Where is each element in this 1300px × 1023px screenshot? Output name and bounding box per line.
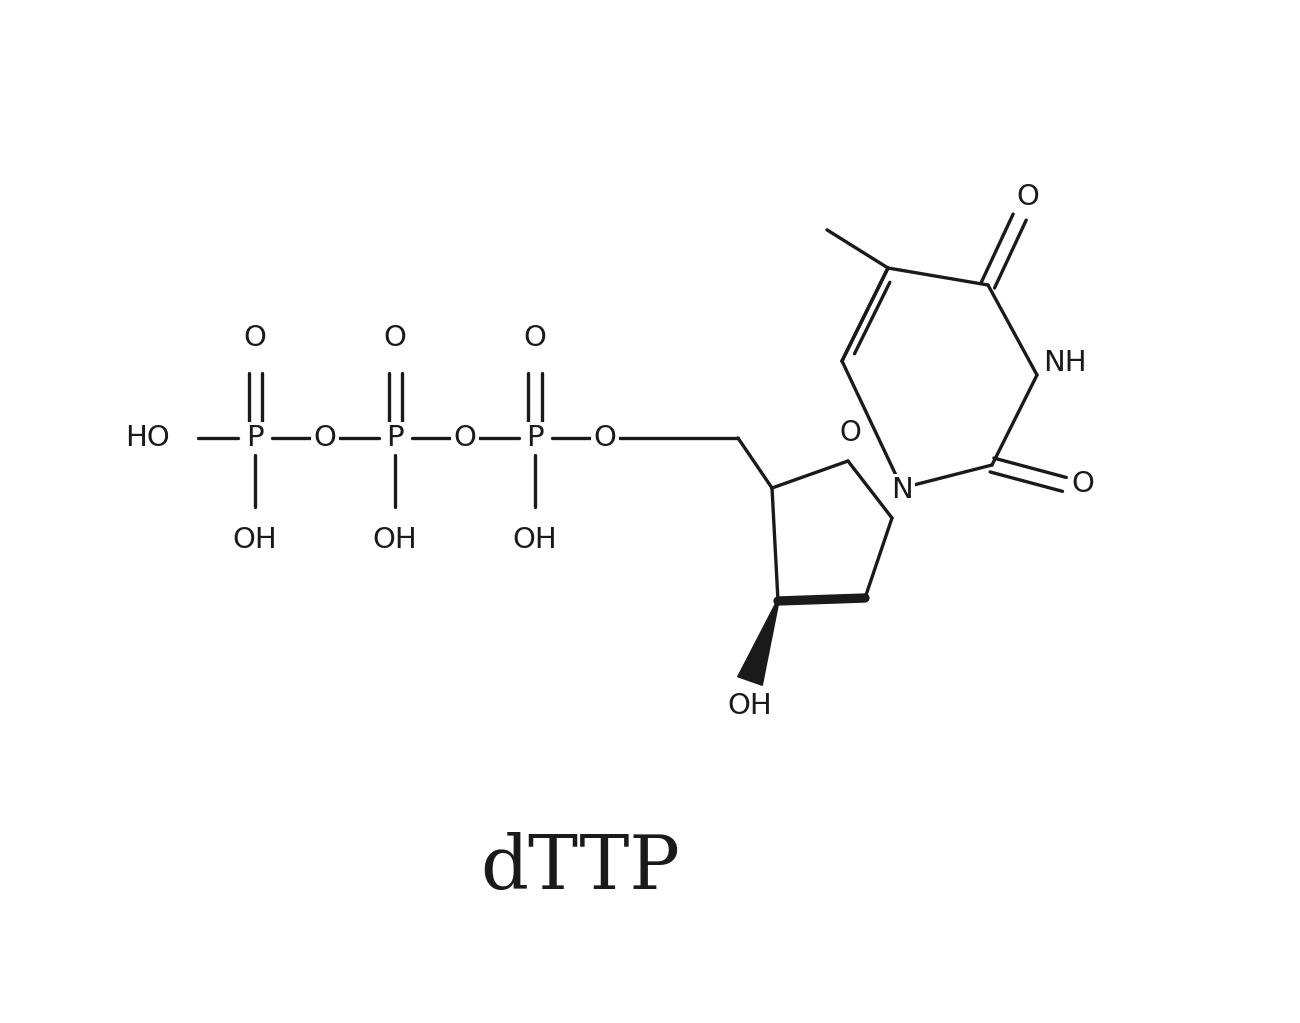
Text: OH: OH: [512, 526, 558, 554]
Text: P: P: [386, 424, 404, 452]
Polygon shape: [737, 601, 779, 685]
Text: HO: HO: [125, 424, 170, 452]
Text: OH: OH: [233, 526, 277, 554]
Text: O: O: [1017, 183, 1039, 211]
Text: O: O: [1071, 471, 1093, 498]
Text: N: N: [891, 476, 913, 504]
Text: NH: NH: [1043, 349, 1087, 377]
Text: P: P: [526, 424, 543, 452]
Text: OH: OH: [728, 692, 772, 720]
Text: O: O: [524, 324, 546, 353]
Text: dTTP: dTTP: [480, 832, 680, 904]
Text: O: O: [243, 324, 266, 353]
Text: O: O: [454, 424, 476, 452]
Text: O: O: [838, 419, 861, 447]
Text: OH: OH: [373, 526, 417, 554]
Text: P: P: [246, 424, 264, 452]
Text: O: O: [313, 424, 337, 452]
Text: O: O: [384, 324, 407, 353]
Text: O: O: [594, 424, 616, 452]
